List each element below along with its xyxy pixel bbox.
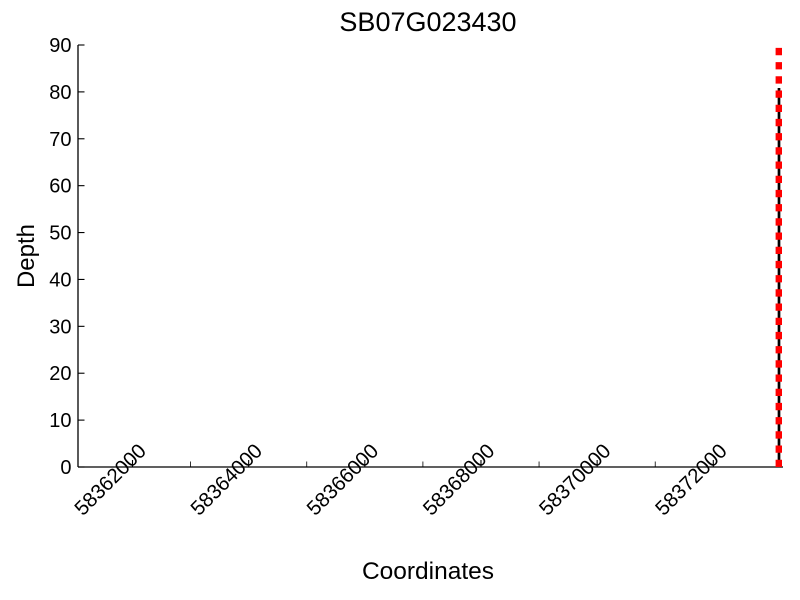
svg-text:90: 90 [49, 35, 71, 57]
svg-text:58368000: 58368000 [419, 439, 500, 520]
svg-text:20: 20 [49, 363, 71, 385]
svg-text:58362000: 58362000 [70, 439, 151, 520]
svg-text:Coordinates: Coordinates [362, 558, 494, 585]
svg-text:60: 60 [49, 176, 71, 198]
svg-text:70: 70 [49, 129, 71, 151]
svg-text:SB07G023430: SB07G023430 [339, 7, 516, 37]
svg-text:40: 40 [49, 269, 71, 291]
svg-text:58372000: 58372000 [651, 439, 732, 520]
svg-text:58370000: 58370000 [535, 439, 616, 520]
svg-text:80: 80 [49, 82, 71, 104]
svg-text:30: 30 [49, 316, 71, 338]
svg-text:50: 50 [49, 223, 71, 245]
svg-text:0: 0 [60, 457, 71, 479]
svg-text:58364000: 58364000 [186, 439, 267, 520]
svg-text:Depth: Depth [13, 224, 40, 288]
svg-text:10: 10 [49, 410, 71, 432]
svg-text:58366000: 58366000 [302, 439, 383, 520]
